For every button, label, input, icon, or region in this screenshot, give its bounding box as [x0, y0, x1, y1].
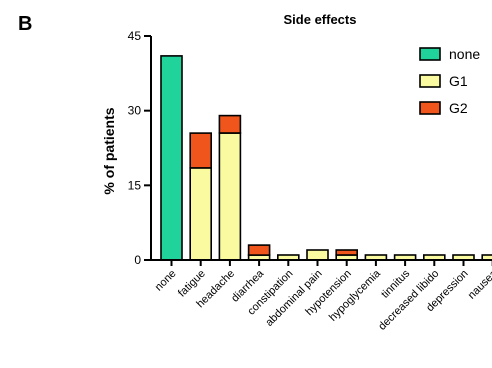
bar-hypotension-g2	[335, 249, 359, 256]
legend-swatch-g1	[419, 74, 441, 88]
chart-title: Side effects	[284, 12, 357, 27]
legend-swatch-none	[419, 47, 441, 61]
bar-diarrhea-g2	[247, 244, 271, 256]
legend-label-g2: G2	[449, 100, 468, 116]
x-tick-label-hypoglycemia: hypoglycemia	[327, 267, 384, 324]
y-tick-label-0: 0	[134, 253, 141, 267]
bar-headache-g2	[218, 114, 242, 134]
bar-abdominal-pain-g1	[306, 249, 329, 261]
y-axis-label: % of patients	[101, 107, 117, 194]
legend: none G1 G2	[419, 46, 480, 116]
legend-label-none: none	[449, 46, 480, 62]
y-tick-label-15: 15	[128, 178, 142, 192]
legend-swatch-g2	[419, 101, 441, 115]
bar-nausea-g1	[481, 254, 492, 261]
bar-none-none	[160, 55, 183, 261]
y-tick-label-45: 45	[128, 29, 142, 43]
bar-fatigue-g2	[189, 132, 212, 169]
bar-fatigue-g1	[189, 167, 212, 261]
bar-headache-g1	[218, 132, 242, 261]
x-tick-label-none: none	[153, 268, 179, 294]
y-tick-label-30: 30	[128, 104, 142, 118]
panel-label: B	[18, 13, 32, 35]
legend-label-g1: G1	[449, 73, 468, 89]
x-tick-label-nausea: nausea	[466, 267, 492, 302]
bars-layer	[160, 55, 492, 261]
